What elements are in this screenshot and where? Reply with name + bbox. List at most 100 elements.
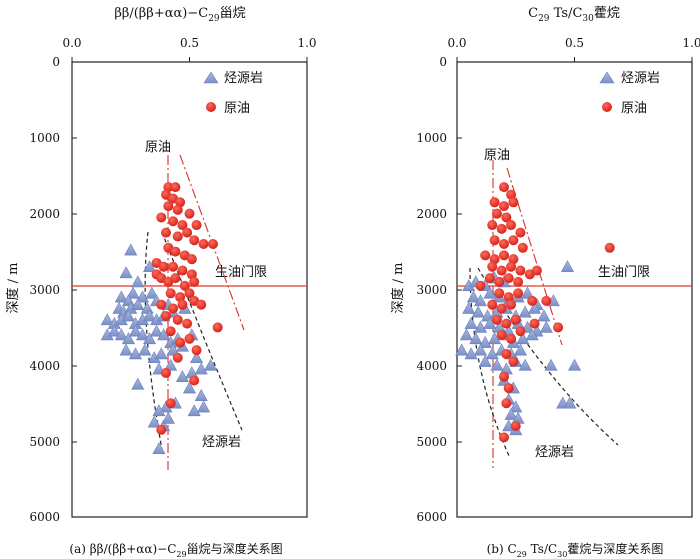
crude-oil-point [161, 311, 171, 322]
crude-oil-point [182, 318, 193, 329]
crude-oil-point [508, 356, 519, 367]
source-rock-point [516, 332, 530, 345]
panel-b-frame [456, 61, 693, 518]
source-rock-point [513, 343, 527, 356]
panel-a-ylabel: 深度 / m [5, 263, 21, 314]
legend-crude-oil-label: 原油 [621, 101, 647, 116]
source-rock-point [152, 404, 166, 417]
source-rock-point [567, 358, 582, 371]
crude-oil-point [175, 197, 186, 208]
crude-oil-point [156, 212, 167, 223]
source-rock-point [464, 347, 478, 360]
crude-oil-point [184, 208, 195, 219]
source-rock-point [518, 305, 532, 318]
panel-a-x-tick: 0.5 [180, 36, 199, 50]
crude-oil-point [503, 292, 514, 303]
legend-triangle-marker [599, 71, 615, 84]
crude-oil-point [510, 421, 521, 431]
crude-oil-point [172, 314, 183, 325]
source-rock-point [175, 370, 189, 383]
crude-oil-point [506, 189, 517, 200]
panel-b-markers [455, 182, 615, 443]
crude-oil-point [496, 265, 507, 276]
panel-b-oil-trend-slanted [506, 167, 563, 346]
source-rock-point [525, 328, 539, 341]
source-rock-point [135, 328, 150, 341]
crude-oil-point [163, 182, 174, 193]
source-rock-point [490, 358, 504, 371]
crude-oil-point [186, 269, 197, 280]
crude-oil-point [184, 288, 195, 299]
source-rock-point [107, 324, 121, 337]
crude-oil-point [489, 197, 500, 208]
legend-source-rock-label: 烃源岩 [224, 71, 263, 86]
panel-b-x-tick: 0.5 [565, 36, 584, 50]
crude-oil-point [506, 333, 517, 344]
source-rock-point [539, 320, 553, 333]
panel-a-y-tick: 5000 [29, 435, 60, 449]
source-rock-point [150, 324, 164, 337]
crude-oil-point [487, 261, 498, 272]
crude-oil-point [529, 318, 540, 329]
crude-oil-point [189, 235, 200, 246]
crude-oil-point [499, 182, 509, 193]
source-rock-point [119, 266, 133, 279]
panel-a: ββ/(ββ+αα)−C29甾烷 0.0 0.5 1.0 0 1000 2000… [5, 6, 317, 559]
crude-oil-point [604, 242, 615, 253]
legend-crude-oil-label: 原油 [224, 101, 250, 116]
crude-oil-point [499, 201, 509, 212]
crude-oil-point [487, 220, 498, 231]
source-rock-point [124, 243, 138, 256]
source-rock-point [157, 328, 171, 341]
panel-b-source-rock-label: 烃源岩 [535, 445, 574, 460]
panel-a-oil-label: 原油 [145, 140, 171, 155]
source-rock-point [473, 343, 488, 356]
crude-oil-point [499, 239, 509, 249]
source-rock-point [100, 313, 114, 326]
source-rock-point [131, 377, 145, 390]
crude-oil-point [517, 242, 528, 253]
crude-oil-point [515, 227, 526, 238]
source-rock-point [131, 275, 145, 288]
crude-oil-point [499, 250, 509, 261]
source-rock-point [504, 407, 518, 420]
source-rock-point [135, 290, 150, 303]
panel-b-oil-window-label: 生油门限 [598, 265, 650, 280]
source-rock-point [143, 332, 157, 345]
crude-oil-point [177, 220, 188, 231]
source-rock-point [488, 332, 502, 345]
legend-circle-marker [602, 102, 612, 112]
crude-oil-point [553, 322, 564, 333]
crude-oil-point [508, 197, 519, 208]
source-rock-point [462, 301, 476, 314]
panel-a-y-tick: 3000 [29, 283, 60, 297]
crude-oil-point [196, 299, 207, 310]
legend-triangle-marker [203, 71, 219, 84]
source-rock-point [464, 316, 478, 329]
crude-oil-point [501, 348, 512, 359]
crude-oil-point [158, 261, 169, 272]
panel-a-source-rock-label: 烃源岩 [202, 435, 241, 450]
crude-oil-point [475, 280, 486, 291]
panel-a-source-trend-right [161, 231, 243, 431]
panel-a-caption: (a) ββ/(ββ+αα)−C29甾烷与深度关系图 [69, 541, 282, 559]
panel-a-legend: 烃源岩 原油 [203, 71, 263, 116]
panel-b-y-tick: 0 [439, 55, 447, 69]
source-rock-point [483, 286, 497, 299]
crude-oil-point [508, 235, 519, 246]
crude-oil-point [172, 204, 183, 215]
crude-oil-point [489, 235, 500, 246]
panel-b-y-tick: 5000 [416, 435, 447, 449]
source-rock-point [114, 328, 128, 341]
panel-b-y-tick: 3000 [416, 283, 447, 297]
crude-oil-point [501, 398, 512, 409]
crude-oil-point [496, 330, 507, 340]
crude-oil-point [503, 383, 514, 394]
source-rock-point [466, 290, 480, 303]
crude-oil-point [170, 246, 181, 257]
crude-oil-point [499, 432, 509, 443]
crude-oil-point [177, 265, 188, 276]
crude-oil-point [494, 288, 505, 299]
crude-oil-point [496, 223, 507, 234]
